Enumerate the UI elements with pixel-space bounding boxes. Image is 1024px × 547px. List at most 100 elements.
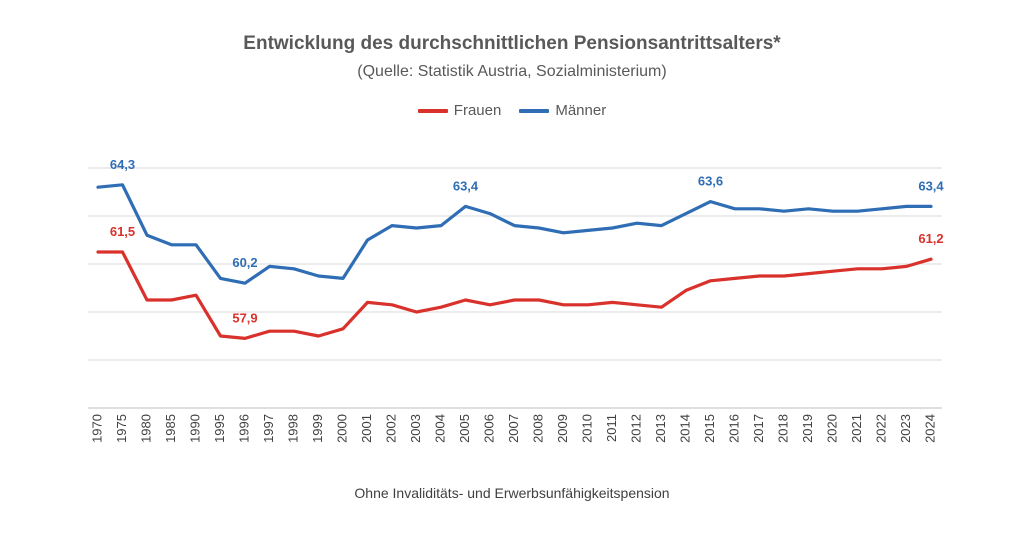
chart-title: Entwicklung des durchschnittlichen Pensi… (243, 33, 781, 54)
data-point (733, 277, 737, 280)
data-point (292, 267, 296, 270)
chart-subtitle: (Quelle: Statistik Austria, Sozialminist… (357, 63, 667, 80)
x-tick-label: 2006 (481, 414, 496, 443)
data-point (439, 224, 443, 227)
x-tick-label: 1999 (310, 414, 325, 443)
data-point (341, 327, 345, 330)
data-point (831, 270, 835, 273)
data-point (782, 210, 786, 213)
data-point (880, 267, 884, 270)
data-point (488, 303, 492, 306)
x-tick-label: 2019 (800, 414, 815, 443)
data-point (317, 274, 320, 278)
data-point (268, 265, 271, 268)
data-point (709, 279, 712, 282)
data-point (219, 334, 222, 338)
data-point (660, 224, 663, 227)
data-point (684, 289, 688, 292)
data-point (611, 226, 614, 230)
data-point (586, 303, 590, 306)
data-point (635, 303, 639, 306)
data-point (807, 207, 810, 210)
data-label: 61,2 (918, 231, 943, 246)
x-tick-label: 2010 (579, 414, 594, 443)
data-point (317, 334, 320, 338)
chart-footnote: Ohne Invaliditäts- und Erwerbsunfähigkei… (354, 485, 670, 501)
data-point (121, 250, 124, 254)
data-point (243, 337, 247, 340)
x-tick-label: 2017 (751, 414, 766, 443)
x-tick-label: 2015 (702, 414, 717, 443)
x-tick-label: 2020 (824, 414, 839, 443)
data-label: 57,9 (232, 310, 257, 325)
x-tick-label: 2023 (898, 414, 913, 443)
x-tick-label: 1975 (114, 414, 129, 443)
x-tick-label: 2018 (775, 414, 790, 443)
data-point (513, 224, 516, 227)
x-tick-label: 2021 (849, 414, 864, 443)
data-label: 61,5 (110, 224, 135, 239)
x-tick-label: 1998 (285, 414, 300, 443)
data-point (758, 274, 761, 278)
data-point (856, 210, 859, 213)
x-tick-label: 1970 (89, 414, 104, 443)
x-tick-label: 2004 (432, 414, 447, 443)
x-tick-label: 2012 (628, 414, 643, 443)
data-point (219, 277, 222, 280)
data-point (390, 303, 394, 306)
x-tick-label: 2003 (408, 414, 423, 443)
x-tick-label: 2007 (506, 414, 521, 443)
legend-label-maenner: Männer (555, 102, 607, 119)
data-point (586, 229, 590, 232)
x-tick-label: 1985 (163, 414, 178, 443)
x-tick-label: 1996 (236, 414, 251, 443)
data-label: 63,6 (698, 174, 723, 189)
x-tick-label: 1995 (212, 414, 227, 443)
x-tick-label: 2014 (677, 414, 692, 443)
data-point (684, 212, 688, 215)
data-point (170, 243, 173, 246)
x-tick-label: 2005 (457, 414, 472, 443)
data-point (635, 222, 639, 225)
x-tick-label: 2016 (726, 414, 741, 443)
data-point (831, 210, 835, 213)
x-tick-label: 1997 (261, 414, 276, 443)
x-tick-label: 2011 (604, 414, 619, 442)
x-tick-label: 1990 (187, 414, 202, 443)
data-point (390, 224, 394, 227)
legend-label-frauen: Frauen (453, 102, 502, 119)
data-point (513, 298, 516, 302)
data-point (537, 226, 541, 230)
x-tick-label: 2008 (530, 414, 545, 443)
data-point (464, 205, 467, 208)
data-label: 63,4 (918, 178, 944, 193)
data-point (782, 274, 786, 278)
data-point (464, 298, 467, 302)
data-label: 64,3 (110, 157, 135, 172)
series-line-frauen (96, 250, 933, 340)
chart-legend: Frauen Männer (0, 102, 1024, 119)
data-point (415, 226, 418, 230)
data-point (145, 298, 149, 302)
data-point (439, 306, 443, 309)
data-point (929, 205, 933, 208)
data-point (905, 265, 908, 268)
legend-swatch-frauen (417, 108, 448, 113)
data-point (929, 258, 933, 261)
x-tick-label: 2000 (334, 414, 349, 443)
data-point (96, 186, 100, 189)
data-point (341, 277, 345, 280)
data-label: 60,2 (232, 255, 257, 270)
data-point (121, 183, 124, 186)
series-line-maenner (96, 183, 933, 285)
data-point (709, 200, 712, 203)
data-point (880, 207, 884, 210)
data-point (194, 294, 198, 297)
data-point (170, 298, 173, 302)
x-tick-label: 2001 (359, 414, 374, 443)
data-point (292, 330, 296, 333)
x-tick-label: 2013 (653, 414, 668, 443)
x-tick-label: 2002 (383, 414, 398, 443)
